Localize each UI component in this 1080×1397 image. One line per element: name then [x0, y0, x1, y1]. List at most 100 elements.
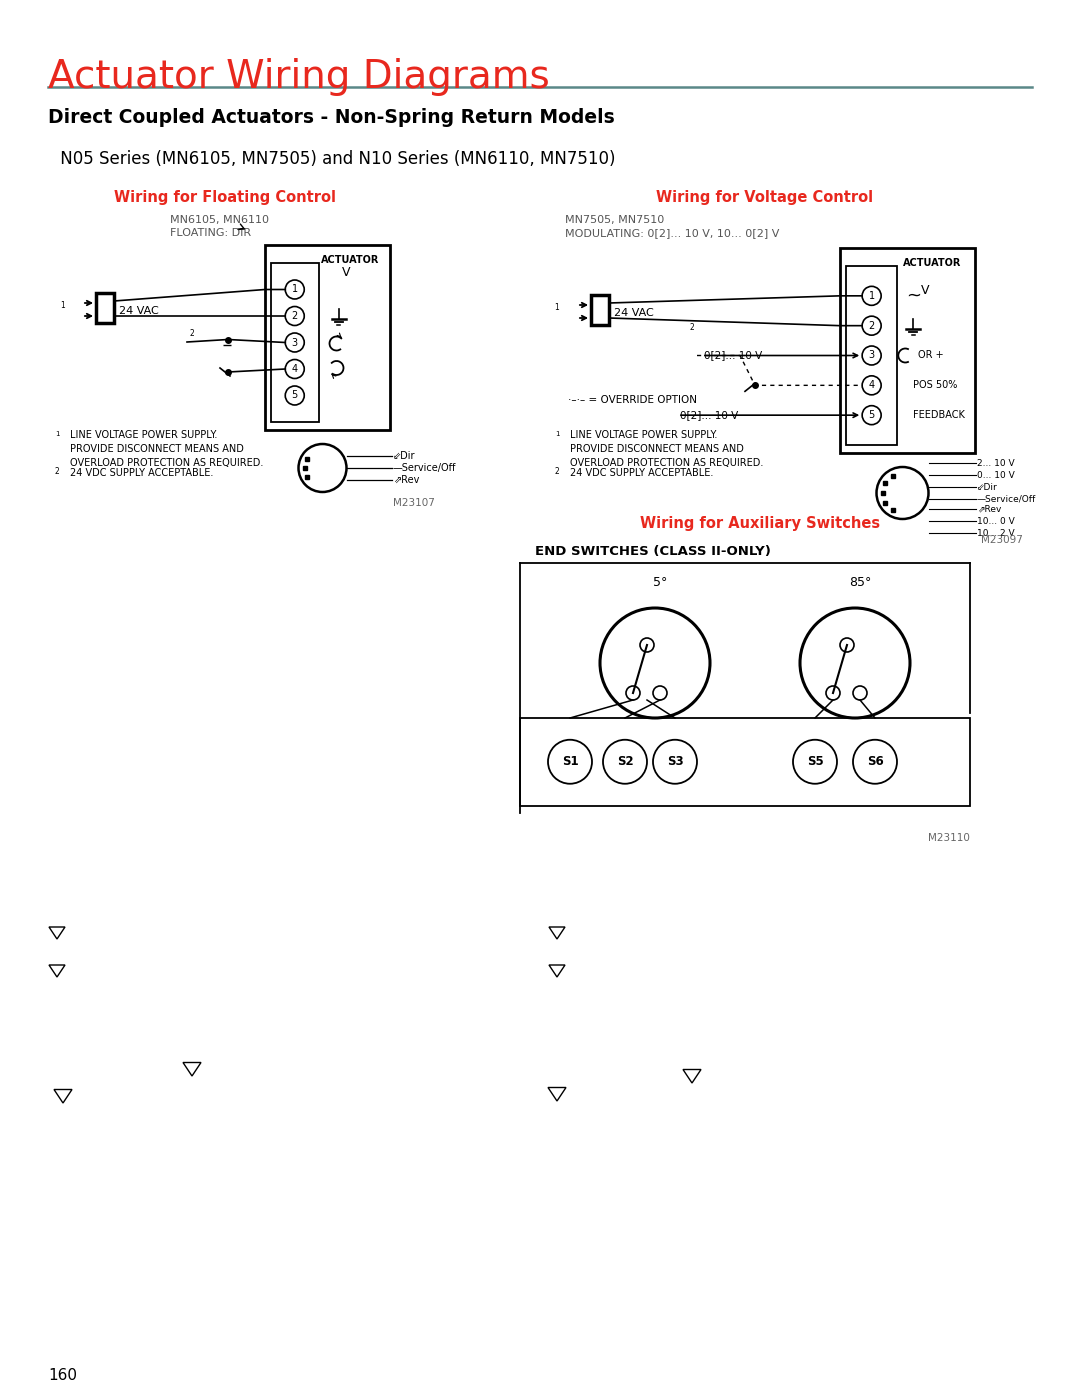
Text: FEEDBACK: FEEDBACK — [914, 411, 966, 420]
Text: LINE VOLTAGE POWER SUPPLY.
PROVIDE DISCONNECT MEANS AND
OVERLOAD PROTECTION AS R: LINE VOLTAGE POWER SUPPLY. PROVIDE DISCO… — [70, 430, 264, 468]
Bar — [591, 295, 609, 326]
Polygon shape — [49, 928, 65, 939]
Text: 24 VDC SUPPLY ACCEPTABLE.: 24 VDC SUPPLY ACCEPTABLE. — [70, 468, 214, 478]
Circle shape — [826, 686, 840, 700]
Text: MN6105, MN6110: MN6105, MN6110 — [170, 215, 269, 225]
Circle shape — [653, 686, 667, 700]
Text: 4: 4 — [292, 365, 298, 374]
Polygon shape — [548, 1087, 566, 1101]
Text: 5: 5 — [292, 391, 298, 401]
Text: S1: S1 — [562, 756, 578, 768]
Circle shape — [298, 444, 347, 492]
Circle shape — [862, 316, 881, 335]
Text: S3: S3 — [666, 756, 684, 768]
Text: 4: 4 — [868, 380, 875, 390]
Circle shape — [793, 740, 837, 784]
Text: 1: 1 — [868, 291, 875, 300]
Circle shape — [862, 346, 881, 365]
Circle shape — [853, 740, 897, 784]
Text: 5°: 5° — [652, 577, 667, 590]
Text: 24 VAC: 24 VAC — [615, 307, 653, 319]
Text: OR +: OR + — [918, 351, 944, 360]
Circle shape — [800, 608, 910, 718]
Circle shape — [653, 740, 697, 784]
Text: 2: 2 — [190, 328, 194, 338]
Text: Wiring for Floating Control: Wiring for Floating Control — [114, 190, 336, 205]
Circle shape — [640, 638, 654, 652]
Text: 1: 1 — [60, 302, 66, 310]
Bar — [846, 265, 897, 446]
Text: S5: S5 — [807, 756, 823, 768]
Text: END SWITCHES (CLASS II-ONLY): END SWITCHES (CLASS II-ONLY) — [535, 545, 771, 557]
Text: ⇗Rev: ⇗Rev — [977, 504, 1001, 514]
Text: ~: ~ — [906, 286, 921, 305]
Circle shape — [626, 686, 640, 700]
Text: S6: S6 — [866, 756, 883, 768]
Text: 10... 2 V: 10... 2 V — [977, 528, 1014, 538]
Bar — [271, 263, 319, 422]
Text: S2: S2 — [617, 756, 633, 768]
Text: 1: 1 — [555, 432, 559, 437]
Text: 85°: 85° — [849, 577, 872, 590]
Text: LINE VOLTAGE POWER SUPPLY.
PROVIDE DISCONNECT MEANS AND
OVERLOAD PROTECTION AS R: LINE VOLTAGE POWER SUPPLY. PROVIDE DISCO… — [570, 430, 764, 468]
Polygon shape — [54, 1090, 72, 1104]
Polygon shape — [183, 1063, 201, 1076]
Text: 0... 10 V: 0... 10 V — [977, 471, 1015, 479]
Text: ⇙Dir: ⇙Dir — [393, 451, 416, 461]
Text: FLOATING: DIR: FLOATING: DIR — [170, 228, 252, 237]
Text: ⇗Rev: ⇗Rev — [393, 475, 419, 485]
Text: 2: 2 — [292, 312, 298, 321]
Circle shape — [285, 306, 305, 326]
Text: 2: 2 — [868, 321, 875, 331]
Text: 1: 1 — [55, 432, 59, 437]
Circle shape — [603, 740, 647, 784]
Text: M23097: M23097 — [981, 535, 1023, 545]
Bar — [265, 244, 390, 430]
Circle shape — [548, 740, 592, 784]
Text: 5: 5 — [868, 411, 875, 420]
Text: 160: 160 — [48, 1368, 77, 1383]
Text: ACTUATOR: ACTUATOR — [321, 256, 379, 265]
Text: MN7505, MN7510: MN7505, MN7510 — [565, 215, 664, 225]
Polygon shape — [549, 928, 565, 939]
Text: M23107: M23107 — [393, 497, 435, 509]
Circle shape — [862, 286, 881, 306]
Text: ACTUATOR: ACTUATOR — [903, 258, 961, 268]
Polygon shape — [683, 1070, 701, 1083]
Text: —Service/Off: —Service/Off — [977, 495, 1036, 503]
Circle shape — [285, 279, 305, 299]
Circle shape — [285, 332, 305, 352]
Circle shape — [862, 405, 881, 425]
Text: V: V — [921, 284, 930, 296]
Text: 1: 1 — [555, 303, 559, 313]
Text: 2: 2 — [690, 323, 694, 331]
Text: 3: 3 — [868, 351, 875, 360]
Text: 0[2]... 10 V: 0[2]... 10 V — [704, 351, 762, 360]
Text: M23110: M23110 — [928, 833, 970, 842]
Circle shape — [285, 359, 305, 379]
Text: 2: 2 — [55, 468, 59, 476]
Text: V: V — [342, 267, 351, 279]
Bar — [840, 249, 975, 453]
Text: 10... 0 V: 10... 0 V — [977, 517, 1015, 525]
Circle shape — [600, 608, 710, 718]
Polygon shape — [549, 965, 565, 977]
Polygon shape — [49, 965, 65, 977]
Text: ⇙Dir: ⇙Dir — [977, 482, 998, 492]
Circle shape — [853, 686, 867, 700]
Text: Wiring for Auxiliary Switches: Wiring for Auxiliary Switches — [640, 515, 880, 531]
Text: 1: 1 — [292, 285, 298, 295]
Circle shape — [877, 467, 929, 520]
Circle shape — [285, 386, 305, 405]
Text: 3: 3 — [292, 338, 298, 348]
Text: N05 Series (MN6105, MN7505) and N10 Series (MN6110, MN7510): N05 Series (MN6105, MN7505) and N10 Seri… — [55, 149, 616, 168]
Text: 2: 2 — [555, 468, 559, 476]
Text: —Service/Off: —Service/Off — [393, 462, 457, 474]
Circle shape — [862, 376, 881, 395]
Text: 0[2]... 10 V: 0[2]... 10 V — [680, 411, 739, 420]
Text: Wiring for Voltage Control: Wiring for Voltage Control — [657, 190, 874, 205]
Text: ·–·– = OVERRIDE OPTION: ·–·– = OVERRIDE OPTION — [568, 395, 697, 405]
Text: Actuator Wiring Diagrams: Actuator Wiring Diagrams — [48, 59, 550, 96]
Text: 24 VDC SUPPLY ACCEPTABLE.: 24 VDC SUPPLY ACCEPTABLE. — [570, 468, 714, 478]
Bar — [519, 718, 970, 806]
